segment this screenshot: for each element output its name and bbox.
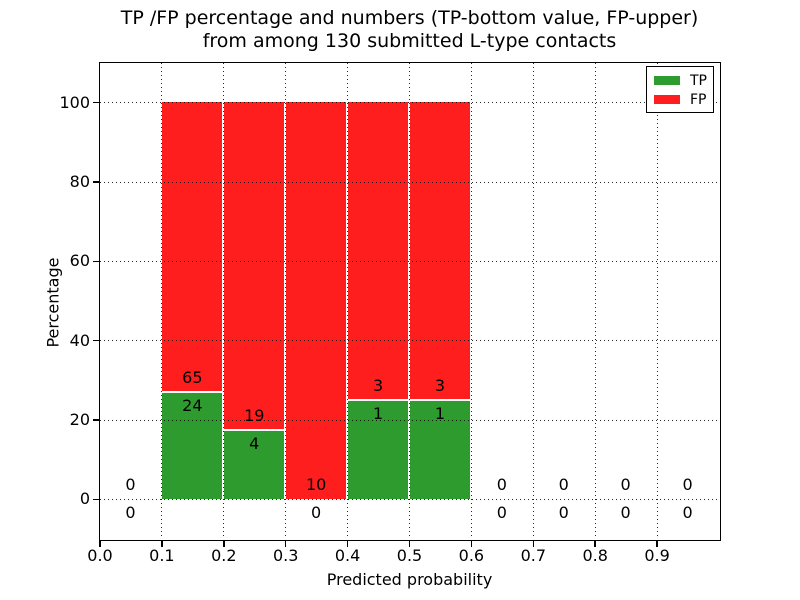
- tp-count-label: 0: [620, 502, 631, 522]
- tp-bar-segment: [162, 392, 223, 499]
- y-tick-label: 0: [79, 489, 90, 509]
- fp-legend-swatch: [654, 95, 680, 104]
- gridline-vertical: [532, 62, 534, 539]
- x-tick-mark: [161, 540, 163, 547]
- x-tick-label: 0.4: [334, 546, 361, 565]
- fp-bar-segment: [348, 102, 408, 399]
- fp-count-label: 65: [182, 367, 203, 387]
- fp-bar-segment: [224, 102, 285, 429]
- legend: TP FP: [646, 66, 714, 113]
- gridline-vertical: [656, 62, 658, 539]
- tp-bar-segment: [410, 400, 470, 499]
- x-tick-mark: [594, 540, 596, 547]
- x-tick-mark: [284, 540, 287, 547]
- fp-bar-segment: [162, 102, 223, 391]
- legend-item-fp: FP: [647, 90, 713, 109]
- legend-label: FP: [690, 91, 707, 108]
- fp-count-label: 0: [558, 474, 569, 494]
- tp-count-label: 0: [125, 502, 136, 522]
- plot-inner: 0 0 65 24 19 4 10 0 3 1 3 1 0 0 0 0 0 0 0 0: [99, 62, 719, 539]
- y-axis-label: Percentage: [43, 257, 63, 348]
- fp-count-label: 3: [434, 375, 446, 395]
- tp-count-label: 0: [496, 502, 507, 522]
- fp-count-label: 0: [125, 474, 136, 494]
- x-tick-label: 0.8: [582, 546, 608, 565]
- tp-count-label: 24: [182, 395, 203, 415]
- chart-title-line2: from among 130 submitted L-type contacts: [202, 30, 617, 52]
- x-tick-mark: [656, 540, 658, 547]
- x-axis-label: Predicted probability: [326, 570, 493, 589]
- tp-count-label: 1: [434, 403, 446, 423]
- chart-title: TP /FP percentage and numbers (TP-bottom…: [100, 7, 719, 53]
- y-tick-label: 20: [69, 410, 90, 429]
- tp-count-label: 0: [682, 502, 693, 522]
- fp-bar-segment: [286, 102, 347, 499]
- legend-item-tp: TP: [647, 71, 713, 90]
- gridline-vertical: [594, 62, 596, 539]
- y-tick-label: 60: [69, 251, 90, 271]
- x-tick-label: 0.6: [458, 546, 485, 565]
- gridline-vertical: [470, 62, 472, 539]
- x-tick-label: 0.0: [87, 546, 113, 565]
- x-tick-mark: [532, 540, 535, 547]
- legend-label: TP: [690, 72, 707, 89]
- fp-count-label: 0: [682, 474, 693, 494]
- x-tick-label: 0.3: [272, 546, 299, 565]
- fp-count-label: 10: [305, 474, 327, 494]
- tp-count-label: 0: [558, 502, 569, 522]
- y-tick-mark: [92, 339, 99, 342]
- y-tick-label: 40: [69, 330, 90, 350]
- fp-count-label: 0: [620, 474, 631, 494]
- x-tick-label: 0.9: [644, 546, 670, 565]
- x-tick-label: 0.2: [211, 546, 237, 565]
- y-tick-mark: [92, 101, 99, 104]
- fp-bar-segment: [410, 102, 470, 399]
- x-tick-mark: [99, 540, 101, 547]
- x-tick-mark: [470, 540, 473, 547]
- x-tick-label: 0.7: [520, 546, 547, 565]
- x-tick-mark: [223, 540, 225, 547]
- y-tick-label: 80: [69, 172, 90, 191]
- x-tick-mark: [346, 540, 349, 547]
- x-tick-label: 0.5: [396, 546, 423, 565]
- x-tick-mark: [408, 540, 411, 547]
- fp-count-label: 0: [496, 474, 507, 494]
- chart-title-line1: TP /FP percentage and numbers (TP-bottom…: [120, 7, 699, 29]
- fp-count-label: 19: [244, 405, 265, 425]
- fp-count-label: 3: [372, 375, 384, 395]
- tp-bar-segment: [224, 430, 285, 499]
- tp-count-label: 1: [372, 403, 384, 423]
- y-tick-mark: [92, 181, 99, 183]
- x-tick-label: 0.1: [149, 546, 175, 565]
- y-tick-label: 100: [59, 92, 90, 112]
- plot-area: 0 0 65 24 19 4 10 0 3 1 3 1 0 0 0 0 0 0 0 0: [98, 61, 721, 541]
- gridline-horizontal: [99, 498, 719, 500]
- tp-bar-segment: [348, 400, 408, 499]
- y-tick-mark: [92, 260, 99, 263]
- y-tick-mark: [92, 419, 99, 421]
- tp-count-label: 4: [249, 433, 260, 453]
- y-tick-mark: [92, 498, 99, 501]
- tp-legend-swatch: [654, 76, 680, 85]
- tp-count-label: 0: [311, 502, 322, 522]
